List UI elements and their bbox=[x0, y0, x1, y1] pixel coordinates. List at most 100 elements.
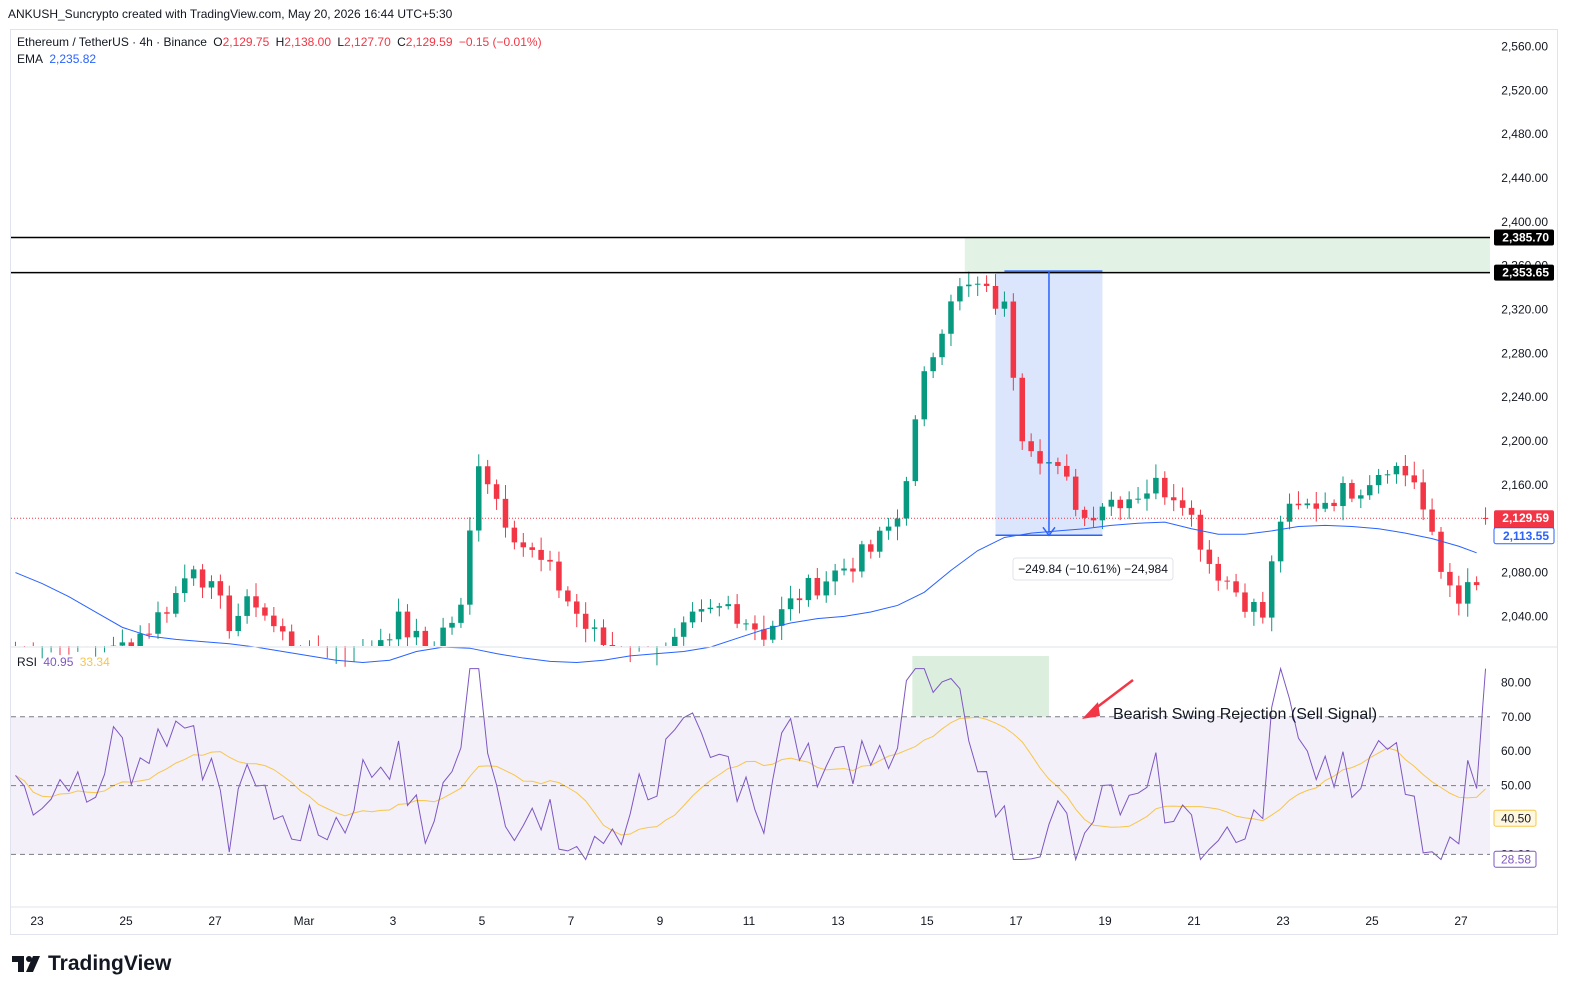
candle-body bbox=[181, 578, 188, 594]
candle-body bbox=[1081, 509, 1088, 518]
candle-body bbox=[1010, 301, 1017, 378]
time-tick-label: 5 bbox=[479, 914, 486, 928]
ema-legend: EMA 2,235.82 bbox=[17, 52, 99, 66]
low-label: L bbox=[337, 35, 345, 49]
tradingview-logo[interactable]: TradingView bbox=[12, 952, 171, 976]
candle-body bbox=[1313, 503, 1320, 509]
candle bbox=[876, 526, 883, 558]
candle-body bbox=[119, 642, 126, 646]
resistance-zone bbox=[964, 237, 1490, 273]
price-label-bg bbox=[1493, 527, 1555, 545]
candle-body bbox=[1402, 466, 1409, 476]
candle bbox=[1393, 462, 1400, 484]
time-tick-label: Mar bbox=[294, 914, 315, 928]
candle-body bbox=[868, 544, 874, 552]
tradingview-logo-icon bbox=[12, 956, 40, 972]
candle bbox=[1260, 591, 1266, 624]
candle-body bbox=[1170, 497, 1177, 501]
candle-body bbox=[1188, 507, 1195, 515]
candle bbox=[181, 564, 188, 602]
candle bbox=[547, 550, 553, 571]
candle bbox=[449, 616, 455, 635]
candle-body bbox=[591, 627, 598, 629]
candle-body bbox=[876, 530, 883, 552]
candle-body bbox=[859, 544, 865, 572]
candle-body bbox=[1340, 482, 1346, 507]
rsi-label-bg bbox=[1493, 850, 1537, 868]
candle-body bbox=[850, 568, 856, 572]
candle-body bbox=[547, 559, 553, 562]
candle-body bbox=[903, 481, 910, 519]
candle bbox=[591, 619, 598, 642]
candle bbox=[761, 615, 767, 646]
candle bbox=[1099, 503, 1106, 530]
chart-credit: ANKUSH_Suncrypto created with TradingVie… bbox=[8, 7, 453, 21]
candle bbox=[395, 598, 402, 646]
candle bbox=[1028, 433, 1034, 457]
candle bbox=[1366, 475, 1373, 500]
candle-body bbox=[226, 595, 233, 632]
candle-body bbox=[413, 630, 420, 638]
candle-body bbox=[511, 527, 518, 543]
candle bbox=[1126, 491, 1132, 520]
candle-body bbox=[244, 596, 250, 616]
candle bbox=[137, 625, 143, 646]
candle-body bbox=[752, 623, 758, 630]
price-tick-label: 2,040.00 bbox=[1501, 609, 1548, 623]
candle-body bbox=[689, 611, 696, 623]
candle bbox=[672, 628, 678, 646]
candle-body bbox=[1224, 580, 1230, 582]
candle-body bbox=[404, 611, 411, 638]
time-tick-label: 25 bbox=[119, 914, 133, 928]
candle bbox=[1233, 573, 1239, 597]
candle bbox=[894, 509, 901, 541]
candle bbox=[1108, 491, 1115, 516]
candle bbox=[859, 540, 865, 578]
candle-body bbox=[146, 633, 152, 635]
candle-body bbox=[1482, 518, 1489, 520]
candle bbox=[1464, 568, 1471, 617]
candle bbox=[386, 633, 393, 646]
rsi-tick-label: 70.00 bbox=[1501, 710, 1531, 724]
candle-body bbox=[1268, 561, 1275, 618]
candle-body bbox=[1108, 499, 1115, 507]
rsi-tick-label: 50.00 bbox=[1501, 779, 1531, 793]
candle bbox=[1322, 492, 1328, 513]
candle-body bbox=[885, 526, 892, 531]
candle-body bbox=[1251, 602, 1257, 612]
price-tick-label: 2,200.00 bbox=[1501, 434, 1548, 448]
candle-body bbox=[787, 598, 794, 610]
candle bbox=[1358, 489, 1364, 509]
candle bbox=[814, 567, 821, 600]
candle-body bbox=[1384, 474, 1391, 476]
price-tick-label: 2,400.00 bbox=[1501, 215, 1548, 229]
candle bbox=[1456, 575, 1462, 616]
rsi-ma-value: 33.34 bbox=[79, 655, 110, 669]
candle bbox=[128, 638, 135, 646]
candle-body bbox=[395, 611, 402, 640]
candle bbox=[1019, 373, 1026, 450]
candle bbox=[912, 415, 919, 486]
candle bbox=[262, 603, 268, 621]
candle-body bbox=[574, 601, 580, 614]
candle-body bbox=[1001, 301, 1008, 309]
candle bbox=[1170, 484, 1177, 512]
candle-body bbox=[672, 636, 678, 646]
candle bbox=[1384, 469, 1391, 484]
candle bbox=[770, 620, 776, 644]
candle-body bbox=[912, 419, 919, 482]
rsi-tick-label: 60.00 bbox=[1501, 744, 1531, 758]
price-label: 2,113.55 bbox=[1493, 527, 1555, 545]
candle bbox=[832, 563, 838, 596]
candle bbox=[1135, 487, 1141, 504]
candle-body bbox=[1197, 514, 1204, 550]
candle bbox=[743, 619, 749, 631]
price-label-bg bbox=[1494, 264, 1554, 281]
candle bbox=[850, 557, 856, 583]
candle-body bbox=[894, 518, 901, 527]
candle-body bbox=[1304, 503, 1311, 506]
candle-body bbox=[716, 606, 723, 608]
candle-body bbox=[778, 609, 785, 626]
candle bbox=[110, 636, 117, 646]
